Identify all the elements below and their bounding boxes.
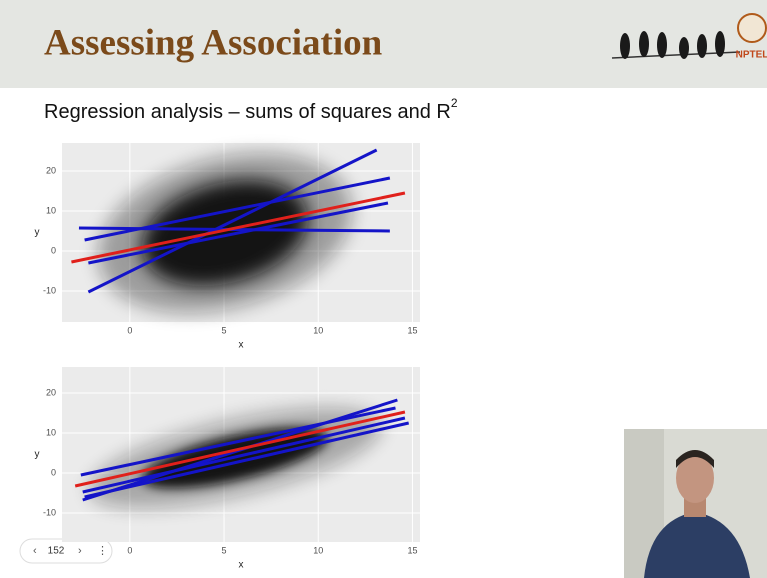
x-tick-label: 10 xyxy=(313,545,323,555)
y-tick-label: 20 xyxy=(46,387,56,397)
x-tick-label: 0 xyxy=(127,325,132,335)
x-tick-label: 0 xyxy=(127,545,132,555)
pager-prev[interactable]: ‹ xyxy=(33,545,37,557)
slide-title: Assessing Association xyxy=(44,22,383,63)
y-tick-label: 0 xyxy=(51,245,56,255)
y-tick-label: -10 xyxy=(43,285,56,295)
x-tick-label: 15 xyxy=(407,325,417,335)
y-axis-label: y xyxy=(35,449,40,460)
y-tick-label: 0 xyxy=(51,467,56,477)
pager: ‹ 152 › ⋮ xyxy=(19,538,113,564)
regression-line xyxy=(84,421,410,499)
regression-line xyxy=(82,416,406,494)
regression-line xyxy=(71,191,406,264)
x-tick-label: 5 xyxy=(222,545,227,555)
regression-line xyxy=(88,201,389,265)
subtitle: Regression analysis – sums of squares an… xyxy=(44,96,458,123)
y-tick-label: 10 xyxy=(46,205,56,215)
y-tick-label: 20 xyxy=(46,165,56,175)
regression-line xyxy=(74,410,406,488)
chart: -10 0 10 20 0 5 10 15 x y xyxy=(35,367,420,571)
pager-menu[interactable]: ⋮ xyxy=(97,545,108,557)
y-axis-label: y xyxy=(35,227,40,238)
x-tick-label: 15 xyxy=(407,545,417,555)
pager-next[interactable]: › xyxy=(78,545,82,557)
x-axis-label: x xyxy=(239,560,244,571)
x-axis-label: x xyxy=(239,340,244,351)
pager-page: 152 xyxy=(48,546,65,557)
y-tick-label: 10 xyxy=(46,427,56,437)
subtitle-superscript: 2 xyxy=(451,96,458,110)
x-tick-label: 5 xyxy=(222,325,227,335)
logo-text: NPTEL xyxy=(736,50,767,61)
y-tick-label: -10 xyxy=(43,507,56,517)
logo: NPTEL xyxy=(611,13,767,61)
chart: -10 0 10 20 0 5 10 15 x y xyxy=(35,143,420,351)
x-tick-label: 10 xyxy=(313,325,323,335)
regression-line xyxy=(80,406,396,477)
regression-line xyxy=(87,148,378,294)
webcam xyxy=(624,429,767,578)
subtitle-text: Regression analysis – sums of squares an… xyxy=(44,101,451,123)
